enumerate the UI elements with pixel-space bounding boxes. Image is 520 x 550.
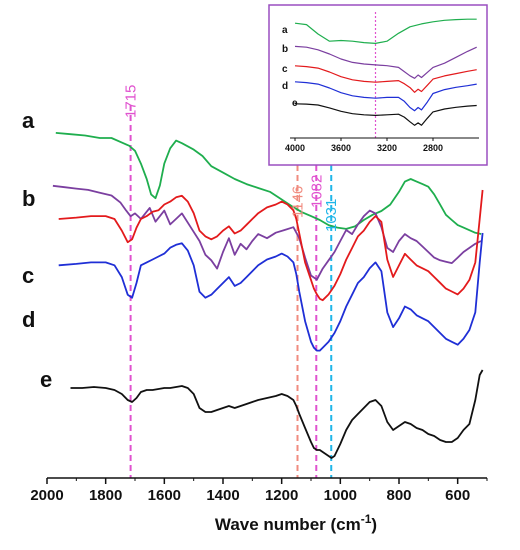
inset-series-b-line: [294, 45, 477, 79]
x-axis-label: Wave number (cm-1): [215, 512, 377, 534]
peak-label-1031: 1031: [323, 199, 340, 232]
peak-label-1715: 1715: [123, 85, 140, 118]
x-tick-label-1000: 1000: [324, 487, 357, 504]
series-a-label: a: [22, 108, 35, 133]
series-d-label: d: [22, 307, 35, 332]
peak-label-1082: 1082: [308, 175, 325, 208]
inset-series-e-label: e: [292, 98, 298, 109]
inset-x-tick-label-3600: 3600: [331, 143, 351, 153]
inset-x-tick-label-3200: 3200: [377, 143, 397, 153]
inset-frame: [268, 4, 488, 166]
series-b-line: [52, 184, 482, 281]
x-tick-label-800: 800: [386, 487, 411, 504]
peak-label-1146: 1146: [290, 186, 307, 218]
inset-series-d-label: d: [282, 81, 288, 92]
x-tick-label-1400: 1400: [206, 487, 239, 504]
x-tick-label-600: 600: [445, 487, 470, 504]
x-axis-label-superscript: -1: [361, 512, 372, 526]
series-c-line: [58, 189, 484, 302]
inset-series-a-label: a: [282, 25, 288, 36]
series-c-label: c: [22, 263, 34, 288]
series-b-label: b: [22, 186, 35, 211]
inset-x-tick-label-4000: 4000: [285, 143, 305, 153]
series-e-line: [70, 369, 484, 459]
series-d-line: [58, 232, 484, 352]
inset-series-a-line: [294, 18, 477, 45]
inset-series-c-label: c: [282, 64, 288, 75]
inset-series-d-line: [294, 81, 477, 112]
inset-x-tick-label-2800: 2800: [423, 143, 443, 153]
curve-labels: a b cd e: [22, 108, 52, 392]
series-layer: [52, 132, 484, 459]
series-e-label: e: [40, 367, 52, 392]
inset-series-c-line: [294, 65, 477, 93]
inset-series-layer: [294, 18, 477, 126]
x-tick-label-1600: 1600: [148, 487, 181, 504]
series-a-line: [55, 132, 482, 235]
x-tick-label-1200: 1200: [265, 487, 298, 504]
x-axis: 2000 1800 1600 1400 1200 1000 800 600: [30, 477, 488, 504]
inset-series-e-line: [294, 103, 477, 126]
inset-x-axis: 4000 3600 3200 2800: [285, 137, 479, 153]
reference-lines: [129, 105, 333, 478]
inset-series-b-label: b: [282, 44, 288, 55]
x-tick-label-1800: 1800: [89, 487, 122, 504]
x-axis-label-close: ): [371, 515, 377, 534]
x-tick-label-2000: 2000: [30, 487, 63, 504]
